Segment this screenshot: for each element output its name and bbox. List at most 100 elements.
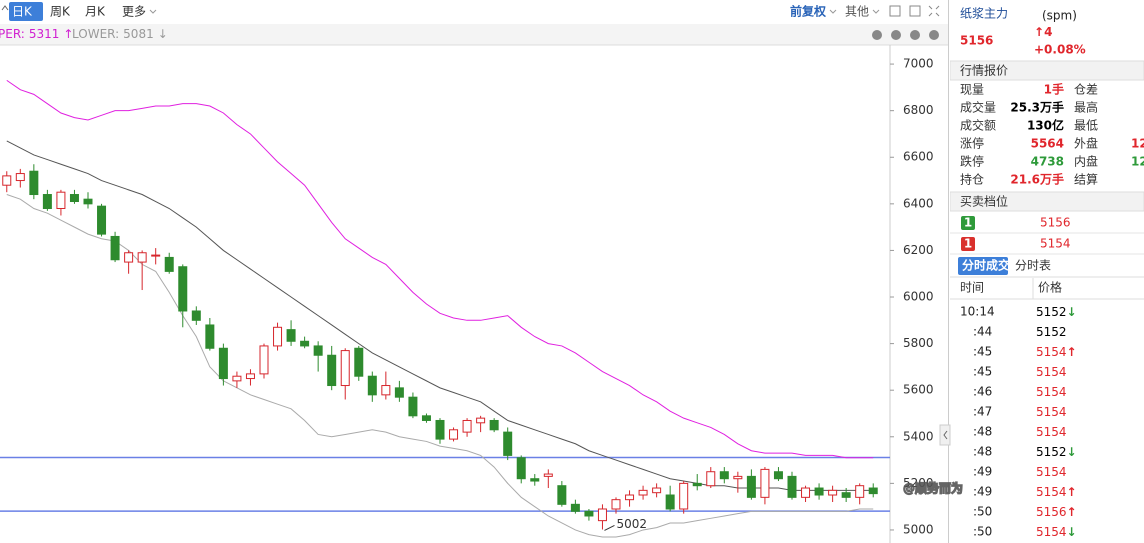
quote-value: 12 — [1131, 137, 1144, 151]
level-badge — [961, 216, 975, 230]
band-line — [6, 194, 874, 538]
trade-arrow: ↑ — [1067, 345, 1077, 359]
plus-button[interactable] — [891, 30, 901, 40]
candle-body — [381, 385, 391, 396]
level-badge — [961, 237, 975, 251]
candle-body — [245, 373, 255, 380]
period-tab[interactable]: 更多 — [122, 5, 146, 19]
candle-body — [638, 489, 648, 496]
candle-body — [868, 487, 878, 495]
candle-body — [164, 256, 174, 272]
trade-price-value: 5154 — [1036, 485, 1067, 499]
y-tick-label: 6200 — [903, 243, 934, 257]
level-price: 5154 — [1040, 237, 1071, 251]
close-button[interactable] — [929, 30, 939, 40]
settings-button[interactable] — [910, 30, 920, 40]
period-tab[interactable]: 周K — [50, 5, 71, 19]
candle-body — [855, 485, 865, 498]
candle-body — [273, 326, 283, 347]
indicator-part: 5311 — [29, 27, 60, 41]
quote-label: 内盘 — [1074, 154, 1098, 169]
indicator-part: UPPER: — [0, 27, 25, 41]
quote-label: 持仓 — [960, 172, 984, 187]
trade-price-value: 5154 — [1036, 525, 1067, 539]
candle-body — [394, 387, 404, 398]
candle-body — [367, 375, 377, 396]
candle-body — [516, 457, 526, 480]
trade-time: :45 — [973, 365, 992, 379]
trade-price-value: 5152 — [1036, 445, 1067, 459]
trade-price-value: 5152 — [1036, 325, 1067, 339]
collapse-button[interactable] — [939, 424, 951, 446]
candle-body — [83, 198, 93, 205]
y-tick-label: 6600 — [903, 150, 934, 164]
y-tick-label: 6400 — [903, 196, 934, 210]
trade-price: 5152 — [1036, 325, 1067, 339]
trade-arrow: ↑ — [1067, 505, 1077, 519]
window-icon[interactable] — [909, 5, 921, 17]
trade-price: 5154↓ — [1036, 525, 1077, 539]
level-price: 5156 — [1040, 216, 1071, 230]
period-tab[interactable]: 月K — [85, 5, 106, 19]
trade-price: 5154↑ — [1036, 345, 1077, 359]
quote-value: 4738 — [1031, 155, 1064, 169]
adjust-button[interactable]: 前复权 — [790, 4, 827, 19]
quote-label: 涨停 — [960, 136, 984, 151]
y-tick-label: 5400 — [903, 429, 934, 443]
active-tab-bg — [9, 2, 43, 21]
candle-body — [56, 191, 66, 209]
quote-label: 最低 — [1074, 119, 1098, 133]
quote-value: 5564 — [1031, 137, 1064, 151]
indicator-lower: LOWER: 5081 ↓ — [72, 27, 168, 41]
trade-tab[interactable]: 分时表 — [1015, 259, 1051, 273]
other-button[interactable]: 其他 — [845, 5, 869, 19]
candle-body — [232, 375, 242, 382]
quote-label: 结算 — [1074, 172, 1098, 187]
trade-price: 5154 — [1036, 405, 1067, 419]
candle-body — [530, 478, 540, 482]
section-header: 买卖档位 — [960, 194, 1008, 209]
candle-body — [733, 475, 743, 480]
quote-value: 21.6万手 — [1010, 172, 1064, 187]
quote-label: 仓差 — [1074, 83, 1098, 97]
price-change: ↑4 — [1034, 25, 1052, 39]
candle-body — [313, 345, 323, 356]
candle-body — [652, 487, 662, 494]
candle-body — [449, 429, 459, 440]
level-number: 1 — [964, 237, 972, 251]
indicator-part: 5081 — [123, 27, 154, 41]
candle-body — [259, 345, 269, 375]
indicator-part: ↓ — [158, 27, 168, 41]
trade-time: :50 — [973, 505, 992, 519]
band-line — [6, 79, 874, 459]
candle-body — [178, 266, 188, 312]
trade-tab[interactable]: 分时成交 — [962, 258, 1010, 273]
trade-price: 5154 — [1036, 365, 1067, 379]
grid-icon[interactable] — [889, 5, 901, 17]
period-tab[interactable]: 日K — [12, 5, 33, 19]
candle-body — [746, 475, 756, 498]
trade-time: :45 — [973, 345, 992, 359]
candle-body — [15, 173, 25, 182]
trade-arrow: ↓ — [1067, 525, 1077, 539]
quote-value: 130亿 — [1027, 118, 1064, 133]
instrument-name: 纸浆主力 — [960, 6, 1008, 21]
candle-body — [557, 485, 567, 505]
y-tick-label: 7000 — [903, 57, 934, 71]
trade-price-value: 5152 — [1036, 305, 1067, 319]
trade-price: 5154 — [1036, 385, 1067, 399]
quote-value: 1手 — [1044, 82, 1064, 97]
candle-body — [151, 254, 161, 257]
trade-price: 5154 — [1036, 465, 1067, 479]
trade-price: 5156↑ — [1036, 505, 1077, 519]
candle-body — [760, 468, 770, 498]
fullscreen-icon[interactable] — [928, 5, 940, 17]
quote-label: 成交额 — [960, 118, 996, 133]
trade-arrow: ↑ — [1067, 485, 1077, 499]
y-tick-label: 5000 — [903, 522, 934, 536]
scroll-icon[interactable] — [1, 5, 9, 11]
band-line — [6, 140, 874, 491]
minus-button[interactable] — [872, 30, 882, 40]
